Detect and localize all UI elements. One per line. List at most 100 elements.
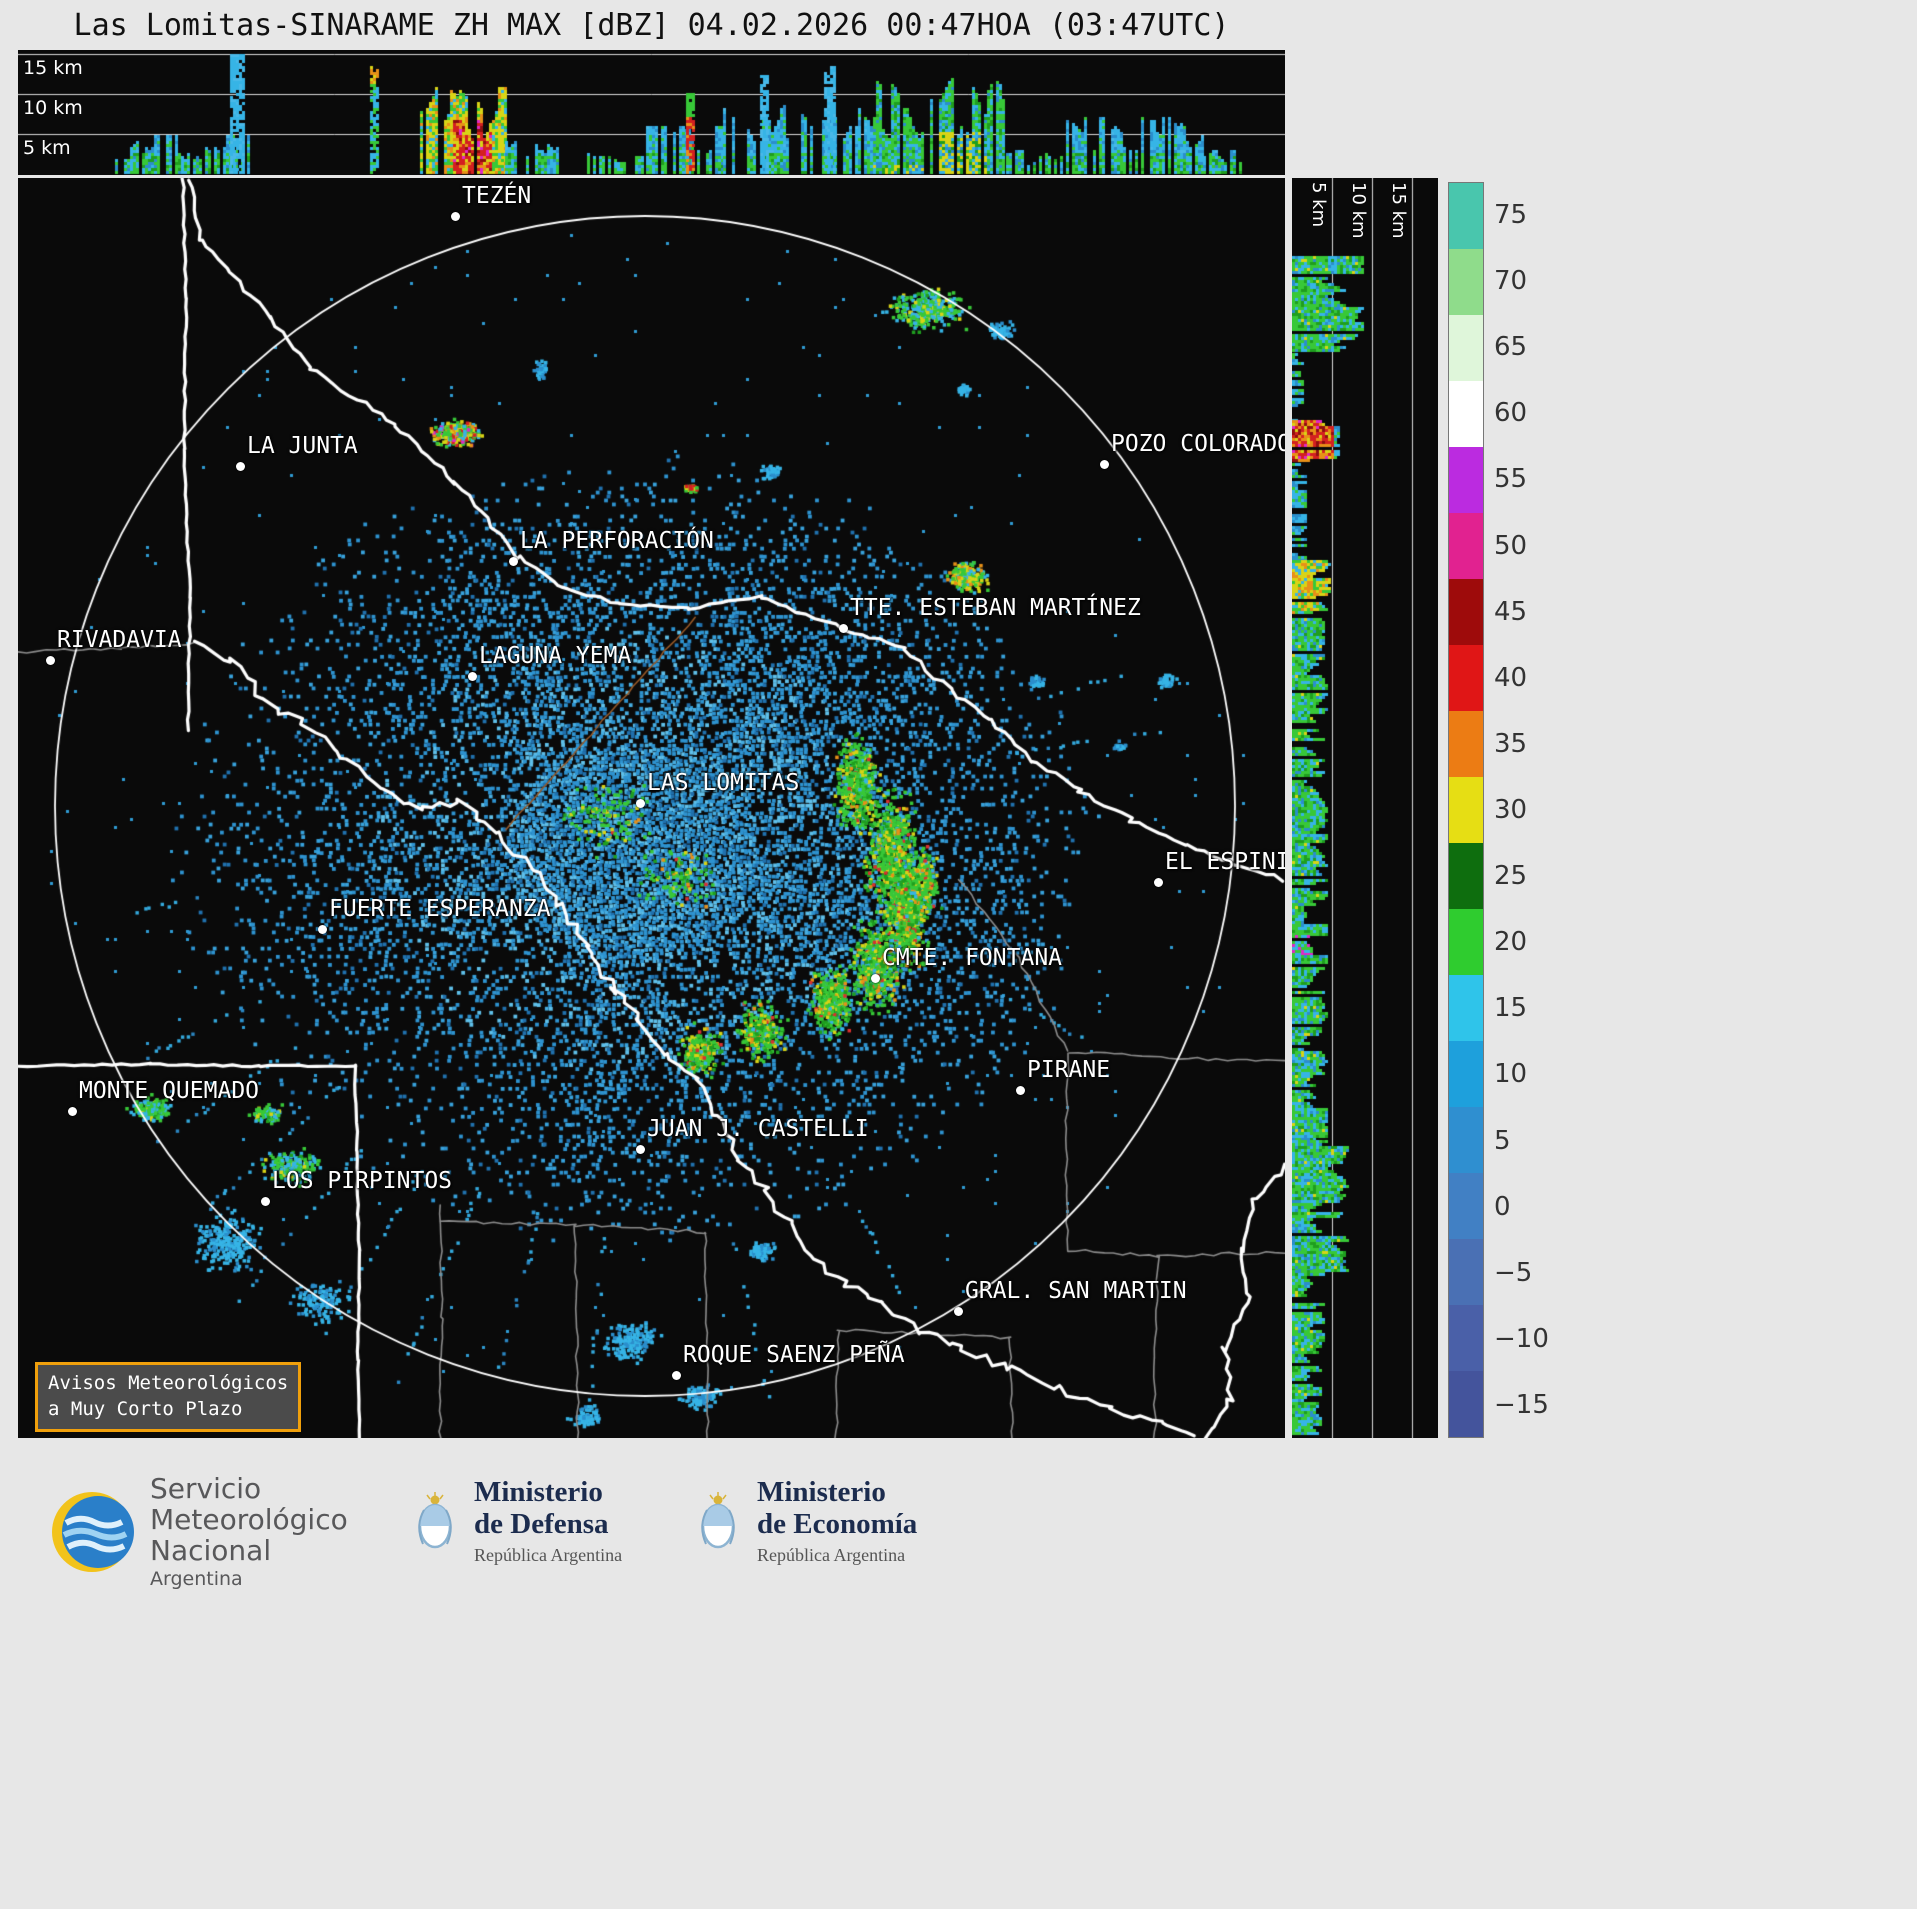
colorbar-tick-label: 45	[1494, 596, 1528, 627]
warning-line2: a Muy Corto Plazo	[48, 1397, 243, 1420]
colorbar-segment	[1449, 513, 1483, 579]
economia-text: Ministerio de Economía República Argenti…	[757, 1476, 917, 1566]
colorbar-segment	[1449, 1371, 1483, 1437]
colorbar-tick-label: 0	[1494, 1191, 1511, 1222]
altitude-label: 5 km	[23, 137, 71, 159]
colorbar-tick-label: 50	[1494, 530, 1528, 561]
colorbar-segment	[1449, 1173, 1483, 1239]
colorbar-tick-label: 35	[1494, 728, 1528, 759]
colorbar-segment	[1449, 777, 1483, 843]
colorbar-segment	[1449, 1305, 1483, 1371]
altitude-label: 10 km	[23, 97, 83, 119]
city-dot	[318, 925, 327, 934]
colorbar-tick-label: 15	[1494, 993, 1528, 1024]
city-label: POZO COLORADO	[1111, 431, 1285, 457]
colorbar-segment	[1449, 909, 1483, 975]
colorbar-segment	[1449, 249, 1483, 315]
colorbar-segment	[1449, 645, 1483, 711]
city-label: LAS LOMITAS	[647, 770, 800, 796]
city-dot	[468, 672, 477, 681]
colorbar-tick-label: 60	[1494, 398, 1528, 429]
radar-map-panel: TEZÉN LA JUNTA POZO COLORADO LA PERFORACIÓN…	[18, 178, 1285, 1438]
colorbar-tick-label: 40	[1494, 662, 1528, 693]
economia-line3: República Argentina	[757, 1544, 906, 1565]
city-dot	[46, 656, 55, 665]
coat-of-arms-icon	[701, 1491, 735, 1549]
footer: Servicio Meteorológico Nacional Argentin…	[0, 1440, 1917, 1909]
coat-of-arms-icon	[418, 1491, 452, 1549]
city-label: LOS PIRPINTOS	[272, 1168, 453, 1194]
smn-logo-icon	[52, 1492, 134, 1573]
warning-line1: Avisos Meteorológicos	[48, 1372, 289, 1394]
colorbar-tick-label: 30	[1494, 795, 1528, 825]
smn-line2: Meteorológico	[150, 1502, 348, 1536]
economia-line2: de Economía	[757, 1508, 918, 1541]
defensa-text: Ministerio de Defensa República Argentin…	[474, 1476, 622, 1566]
warning-box: Avisos Meteorológicos a Muy Corto Plazo	[35, 1362, 302, 1433]
colorbar-segment	[1449, 843, 1483, 909]
city-dot	[261, 1197, 270, 1206]
page-title: Las Lomitas-SINARAME ZH MAX [dBZ] 04.02.…	[73, 8, 1230, 43]
colorbar-labels: 75 70 65 60 55 50 45 40 35 30 25 20 15 10 5 0 −5 −10 −15	[1494, 182, 1574, 1438]
colorbar-segment	[1449, 975, 1483, 1041]
city-label: LAGUNA YEMA	[479, 643, 632, 669]
city-dot	[236, 462, 245, 471]
altitude-label: 15 km	[23, 57, 83, 79]
altitude-label: 15 km	[1388, 182, 1409, 239]
economia-line1: Ministerio	[757, 1476, 886, 1508]
smn-line1: Servicio	[150, 1472, 262, 1505]
right-cross-section-canvas	[1292, 178, 1438, 1438]
city-label: JUAN J. CASTELLI	[647, 1116, 869, 1142]
smn-line4: Argentina	[150, 1568, 243, 1591]
city-dot	[1016, 1086, 1025, 1095]
colorbar-tick-label: 10	[1494, 1059, 1528, 1090]
city-dot	[509, 557, 518, 566]
colorbar-tick-label: 55	[1494, 464, 1528, 495]
colorbar-tick-label: −10	[1494, 1323, 1549, 1354]
right-cross-section-panel: 5 km 10 km 15 km	[1292, 178, 1438, 1438]
top-cross-section-panel: 15 km 10 km 5 km	[18, 50, 1285, 175]
defensa-line1: Ministerio	[474, 1476, 603, 1508]
colorbar-tick-label: 65	[1494, 332, 1528, 363]
city-label: LA PERFORACIÓN	[520, 528, 714, 554]
city-dot	[451, 212, 460, 221]
smn-line3: Nacional	[150, 1533, 272, 1567]
city-label: EL ESPINILLO	[1165, 849, 1285, 875]
smn-logo-group: Servicio Meteorológico Nacional Argentin…	[50, 1472, 348, 1591]
colorbar-tick-label: 25	[1494, 861, 1528, 892]
economia-logo-group: Ministerio de Economía República Argenti…	[695, 1476, 917, 1566]
colorbar-tick-label: 20	[1494, 927, 1528, 958]
city-label: ROQUE SAENZ PEÑA	[683, 1342, 905, 1368]
city-dot	[839, 624, 848, 633]
city-label: TTE. ESTEBAN MARTÍNEZ	[850, 595, 1141, 621]
city-dot	[636, 799, 645, 808]
colorbar-tick-label: 75	[1494, 200, 1528, 231]
colorbar-tick-label: −5	[1494, 1257, 1533, 1288]
city-dot	[636, 1145, 645, 1154]
top-cross-section-canvas	[18, 50, 1285, 175]
city-dot	[672, 1371, 681, 1380]
colorbar-segment	[1449, 579, 1483, 645]
city-dot	[1154, 878, 1163, 887]
smn-text: Servicio Meteorológico Nacional Argentin…	[150, 1472, 348, 1591]
altitude-label: 5 km	[1308, 182, 1329, 228]
colorbar-tick-label: 5	[1494, 1125, 1511, 1156]
defensa-line3: República Argentina	[474, 1544, 623, 1565]
defensa-line2: de Defensa	[474, 1508, 609, 1541]
colorbar-tick-label: −15	[1494, 1389, 1549, 1420]
defensa-logo-group: Ministerio de Defensa República Argentin…	[412, 1476, 622, 1566]
altitude-label: 10 km	[1348, 182, 1369, 239]
city-label: RIVADAVIA	[57, 627, 182, 653]
city-label: LA JUNTA	[247, 433, 358, 459]
city-dot	[871, 974, 880, 983]
city-dot	[68, 1107, 77, 1116]
city-label: CMTE. FONTANA	[882, 945, 1063, 971]
colorbar	[1448, 182, 1484, 1438]
city-label: PIRANE	[1027, 1057, 1111, 1083]
city-label: GRAL. SAN MARTIN	[965, 1278, 1187, 1304]
radar-ppi-canvas	[18, 178, 1285, 1438]
city-dot	[1100, 460, 1109, 469]
city-label: FUERTE ESPERANZA	[329, 896, 551, 922]
colorbar-segment	[1449, 183, 1483, 249]
